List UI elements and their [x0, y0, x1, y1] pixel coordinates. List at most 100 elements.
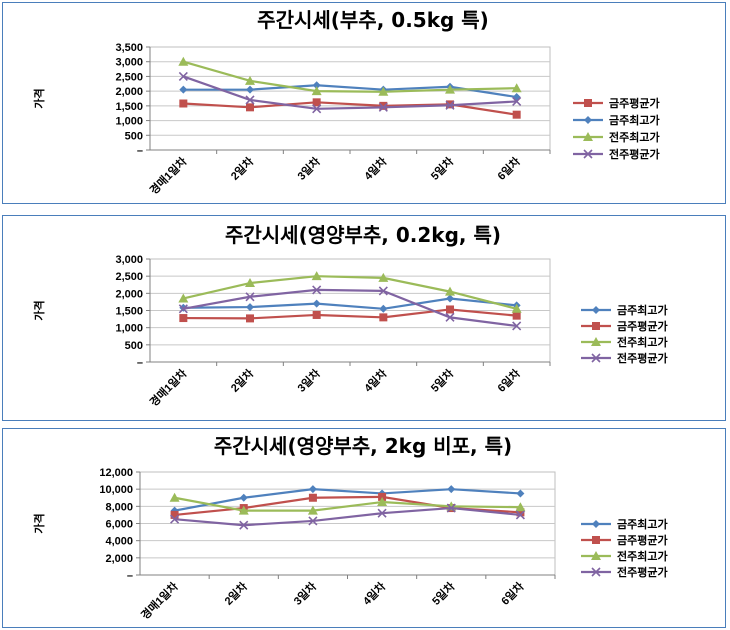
data-point — [312, 285, 322, 295]
data-point — [239, 493, 248, 502]
x-tick-label: 3일차 — [294, 366, 323, 395]
legend-item: 전주최고가 — [581, 335, 668, 349]
series-line — [183, 101, 517, 116]
series-4 — [178, 71, 522, 114]
x-tick-label: 6일차 — [494, 366, 523, 395]
data-point — [178, 56, 189, 66]
legend-marker — [592, 536, 600, 544]
chart-panel-1: 주간시세(부추, 0.5kg 특) – 500 1,000 1,500 2,000 2,50… — [2, 2, 726, 204]
legend-marker — [583, 149, 593, 159]
data-point — [245, 278, 255, 288]
y-tick-label: – — [137, 357, 143, 369]
x-tick-label: 경매1일차 — [147, 154, 190, 197]
y-tick-label: 2,500 — [115, 271, 143, 283]
y-tick-label: 4,000 — [105, 536, 133, 548]
legend-label: 금주평균가 — [609, 96, 660, 110]
x-tick-label: 경매1일차 — [147, 366, 190, 409]
data-point — [308, 516, 318, 526]
series-line — [183, 288, 517, 328]
y-tick-label: 3,000 — [115, 254, 143, 266]
data-point — [447, 485, 456, 494]
data-point — [446, 294, 454, 303]
data-point — [512, 96, 522, 107]
y-tick-label: – — [127, 570, 133, 582]
x-tick-label: 경매1일차 — [138, 579, 181, 622]
legend-item: 전주최고가 — [573, 130, 660, 144]
legend-label: 전주최고가 — [617, 549, 668, 563]
x-tick-label: 6일차 — [494, 154, 523, 183]
chart-title: 주간시세(부추, 0.5kg 특) — [257, 8, 489, 32]
y-tick-label: 1,500 — [115, 101, 143, 113]
data-point — [246, 314, 254, 323]
chart-title: 주간시세(영양부추, 2kg 비포, 특) — [214, 434, 512, 458]
x-tick-label: 2일차 — [228, 154, 257, 183]
data-point — [445, 100, 455, 110]
legend-marker — [591, 551, 601, 560]
data-point — [178, 304, 188, 314]
data-point — [245, 95, 255, 105]
data-point — [312, 310, 321, 319]
x-tick-label: 4일차 — [361, 154, 390, 183]
data-point — [379, 101, 388, 110]
y-tick-label: 2,000 — [115, 288, 143, 300]
legend-marker — [592, 306, 600, 314]
legend-label: 전주평균가 — [617, 565, 668, 579]
legend-marker — [592, 322, 600, 330]
y-tick-label: 12,000 — [99, 467, 133, 479]
data-point — [378, 86, 389, 96]
y-axis-label: 가격 — [32, 300, 46, 320]
legend-item: 금주평균가 — [573, 96, 660, 110]
legend-marker — [592, 520, 600, 528]
series-line — [183, 275, 517, 310]
y-tick-label: 500 — [125, 340, 143, 352]
x-tick-label: 5일차 — [428, 154, 457, 183]
series-line — [183, 60, 517, 93]
line-chart-2: 주간시세(영양부추, 0.2kg, 특) – 500 1,000 1,500 2,000 2… — [32, 223, 668, 409]
legend-label: 금주평균가 — [617, 533, 668, 547]
data-point — [179, 314, 188, 323]
y-tick-label: 6,000 — [105, 519, 133, 531]
data-point — [307, 505, 318, 515]
legend-item: 금주최고가 — [581, 303, 668, 317]
data-point — [311, 86, 322, 96]
chart-title: 주간시세(영양부추, 0.2kg, 특) — [225, 223, 501, 247]
data-point — [446, 305, 454, 314]
legend-label: 금주최고가 — [617, 303, 668, 317]
chart-panel-2: 주간시세(영양부추, 0.2kg, 특) – 500 1,000 1,500 2,000 2… — [2, 215, 726, 421]
legend-label: 전주평균가 — [609, 147, 660, 161]
series-2 — [179, 305, 521, 323]
legend-marker — [591, 567, 601, 577]
data-point — [512, 311, 521, 320]
chart-panel-3: 주간시세(영양부추, 2kg 비포, 특) – 2,000 4,000 6,000 8,0… — [2, 428, 726, 628]
y-tick-label: 2,500 — [115, 71, 143, 83]
legend-item: 금주평균가 — [581, 319, 668, 333]
legend-label: 금주최고가 — [617, 517, 668, 531]
y-tick-label: 2,000 — [115, 86, 143, 98]
series-4 — [178, 285, 522, 331]
data-point — [512, 93, 521, 102]
y-tick-label: 1,000 — [115, 323, 143, 335]
data-point — [170, 514, 180, 524]
data-point — [312, 81, 321, 90]
data-point — [312, 299, 321, 308]
y-tick-label: 10,000 — [99, 484, 133, 496]
series-line — [174, 496, 521, 512]
data-point — [170, 510, 179, 519]
series-3 — [169, 492, 526, 515]
data-point — [516, 508, 525, 517]
legend-label: 전주평균가 — [617, 351, 668, 365]
y-tick-label: 500 — [125, 130, 143, 142]
y-tick-label: 1,000 — [115, 116, 143, 128]
x-tick-label: 2일차 — [228, 366, 257, 395]
data-point — [445, 84, 455, 94]
data-point — [308, 493, 317, 502]
data-point — [246, 103, 254, 112]
legend-item: 전주평균가 — [581, 565, 668, 579]
data-point — [312, 98, 321, 107]
legend-item: 전주평균가 — [573, 147, 660, 161]
series-3 — [178, 271, 522, 313]
x-tick-label: 4일차 — [360, 579, 389, 608]
